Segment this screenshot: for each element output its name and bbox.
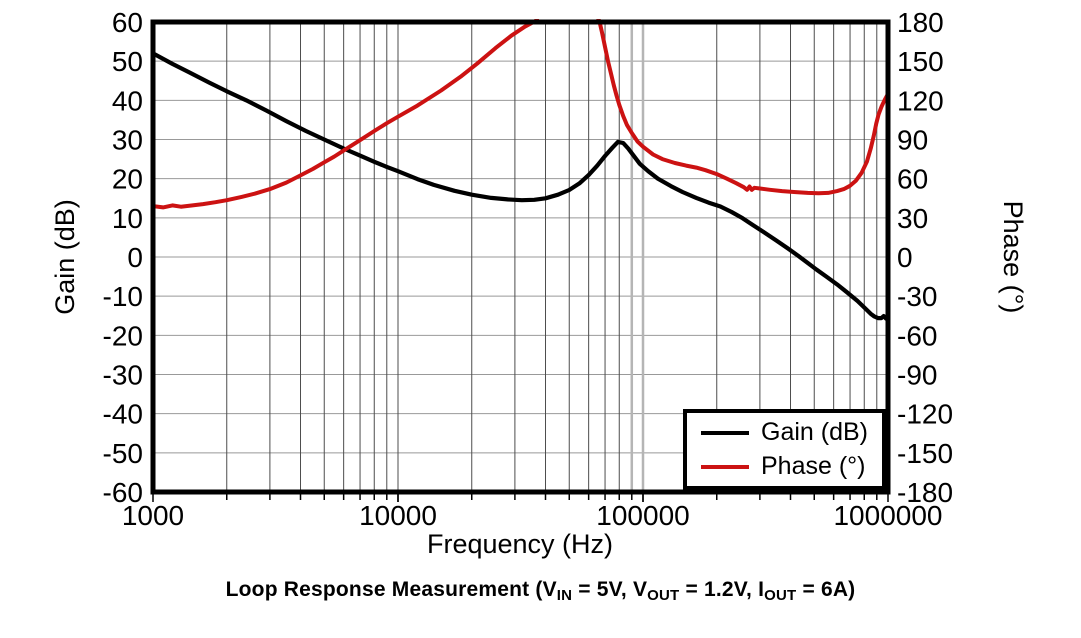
right-tick-label: -90: [897, 360, 937, 391]
right-tick-label: 180: [897, 7, 944, 38]
caption-subscript: OUT: [764, 586, 797, 604]
curve-phase: [153, 19, 888, 210]
caption-text: = 5V, V: [572, 578, 648, 601]
left-tick-label: -20: [103, 320, 143, 351]
legend-row: Phase (°): [701, 452, 882, 482]
x-tick-label: 1000000: [833, 500, 942, 531]
left-tick-label: 50: [112, 46, 143, 77]
caption-subscript: IN: [556, 586, 573, 604]
right-tick-label: -120: [897, 399, 953, 430]
right-tick-label: -150: [897, 438, 953, 469]
x-tick-label: 100000: [596, 500, 689, 531]
right-tick-label: -180: [897, 477, 953, 508]
left-tick-label: 40: [112, 85, 143, 116]
legend-line-swatch: [701, 464, 749, 469]
left-tick-label: -10: [103, 281, 143, 312]
left-tick-label: 30: [112, 125, 143, 156]
plot-border: [150, 19, 891, 495]
right-tick-label: 30: [897, 203, 928, 234]
left-tick-label: -30: [103, 360, 143, 391]
left-axis-title: Gain (dB): [50, 199, 80, 315]
right-tick-label: 0: [897, 242, 913, 273]
data-curves: [153, 19, 888, 322]
x-tick-label: 1000: [122, 500, 184, 531]
caption-text: Loop Response Measurement (V: [225, 578, 557, 601]
right-tick-label: 120: [897, 85, 944, 116]
left-tick-label: -50: [103, 438, 143, 469]
left-tick-label: -40: [103, 399, 143, 430]
left-tick-label: 60: [112, 7, 143, 38]
right-tick-label: 150: [897, 46, 944, 77]
legend-label: Gain (dB): [761, 418, 868, 446]
cursor-lines: [630, 22, 645, 492]
tick-labels: 60 50 40 30 20 10 0 -10 -20 -30 -40 -50 -60 180 150 120…: [103, 7, 954, 531]
x-tick-label: 10000: [359, 500, 437, 531]
right-tick-label: 60: [897, 164, 928, 195]
legend: Gain (dB) Phase (°): [683, 409, 886, 490]
grid-lines: [153, 22, 888, 492]
legend-label: Phase (°): [761, 452, 866, 480]
right-tick-label: -30: [897, 281, 937, 312]
caption-text: = 1.2V, I: [679, 578, 765, 601]
curve-gaindb: [153, 51, 888, 322]
right-tick-label: 90: [897, 125, 928, 156]
left-tick-label: -60: [103, 477, 143, 508]
right-tick-label: -60: [897, 320, 937, 351]
legend-row: Gain (dB): [701, 418, 882, 448]
caption-text: = 6A): [796, 578, 856, 601]
caption: Loop Response Measurement (VIN = 5V, VOU…: [0, 578, 1081, 604]
plot-frame: [150, 19, 891, 502]
legend-line-swatch: [701, 430, 749, 435]
caption-subscript: OUT: [647, 586, 680, 604]
x-axis-title: Frequency (Hz): [427, 529, 613, 559]
left-tick-label: 0: [127, 242, 143, 273]
left-tick-label: 20: [112, 164, 143, 195]
left-tick-label: 10: [112, 203, 143, 234]
right-axis-title: Phase (°): [998, 201, 1028, 314]
